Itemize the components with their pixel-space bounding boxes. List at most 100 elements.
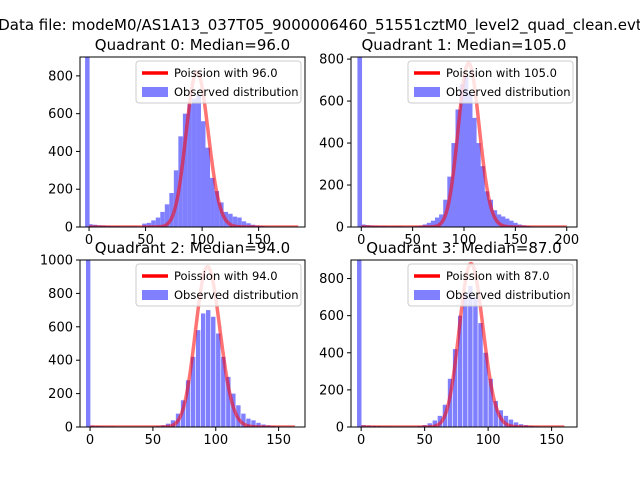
y-tick-label: 1000 (40, 254, 73, 269)
histogram-bar (483, 352, 488, 427)
histogram-bar (493, 401, 498, 427)
histogram-bar (210, 177, 215, 227)
legend-observed-swatch (142, 290, 168, 300)
histogram-bar (196, 94, 201, 227)
y-tick-label: 200 (319, 179, 344, 194)
chart-panel-1: 0 50 100 150 200 0 200 400 600 800 Quadrant 1: Med… (319, 36, 579, 248)
histogram-bar (211, 316, 216, 427)
y-tick-label: 600 (48, 320, 73, 335)
panel-title: Quadrant 0: Median=96.0 (95, 36, 290, 54)
histogram-bar (451, 143, 457, 227)
legend: Poission with 96.0 Observed distribution (135, 60, 302, 104)
y-tick-label: 400 (319, 346, 344, 361)
axes-frame (79, 259, 306, 428)
histogram-bar (187, 104, 192, 227)
chart-panel-0: 0 50 100 150 0 200 400 600 800 Quadrant 0: Median… (48, 36, 306, 248)
panel-title: Quadrant 1: Median=105.0 (362, 36, 567, 54)
panel-title: Quadrant 2: Median=94.0 (95, 239, 290, 257)
histogram-bar (459, 84, 465, 227)
histogram-bar (191, 98, 197, 227)
y-tick-label: 0 (336, 421, 344, 436)
x-tick-label: 50 (416, 433, 433, 448)
histogram-bar (478, 323, 483, 427)
histogram-bar (463, 75, 469, 227)
histogram-bar (155, 217, 161, 227)
y-tick-label: 200 (48, 183, 73, 198)
y-tick-label: 600 (319, 95, 344, 110)
legend-observed-swatch (414, 87, 440, 97)
x-tick-label: 100 (452, 233, 477, 248)
legend-box (407, 263, 574, 307)
histogram-bar (256, 422, 261, 427)
legend-observed-label: Observed distribution (446, 85, 571, 99)
histogram-bar (488, 378, 493, 427)
histogram-bar (357, 260, 362, 427)
histogram-bar (85, 57, 90, 227)
histogram-bar (241, 221, 247, 227)
y-tick-label: 400 (319, 137, 344, 152)
histogram-bar (503, 415, 509, 427)
histogram-bar (251, 420, 256, 427)
histogram-bar (508, 419, 514, 427)
x-tick-label: 100 (203, 433, 228, 448)
legend: Poission with 87.0 Observed distribution (407, 263, 574, 307)
legend-observed-label: Observed distribution (174, 288, 299, 302)
chart-panel-3: 0 50 100 150 0 200 400 600 800 Quadrant 3: Median… (319, 239, 578, 448)
y-tick-label: 200 (319, 383, 344, 398)
x-tick-label: 50 (137, 233, 154, 248)
legend-poisson-label: Poission with 87.0 (446, 269, 550, 283)
plot-area (85, 260, 297, 427)
y-tick-label: 0 (65, 421, 73, 436)
x-tick-label: 0 (86, 433, 94, 448)
histogram-bar (205, 147, 211, 227)
histogram-bar (471, 117, 477, 227)
histogram-bar (504, 218, 510, 227)
x-tick-label: 0 (357, 233, 365, 248)
y-tick-label: 600 (319, 309, 344, 324)
legend-box (407, 60, 574, 104)
histogram-bar (476, 143, 481, 227)
histogram-bar (473, 297, 478, 427)
histogram-bar (241, 413, 246, 427)
histogram-bar (232, 216, 238, 227)
histogram-bar (214, 191, 220, 227)
histogram-bar (195, 330, 201, 427)
histogram-bar (200, 121, 206, 227)
legend-observed-label: Observed distribution (446, 288, 571, 302)
y-tick-label: 400 (48, 354, 73, 369)
histogram-bar (246, 223, 251, 227)
histogram-bar (246, 418, 251, 427)
y-tick-label: 0 (336, 221, 344, 236)
histogram-bar (496, 214, 502, 227)
histogram-bar (216, 333, 221, 427)
x-tick-label: 150 (266, 433, 291, 448)
panels: 0 50 100 150 0 200 400 600 800 Quadrant 0: Median… (40, 36, 579, 448)
histogram-bar (513, 422, 519, 427)
histogram-bar (488, 199, 494, 227)
histogram-bar (146, 222, 152, 227)
legend-observed-label: Observed distribution (174, 85, 299, 99)
x-tick-label: 100 (476, 433, 501, 448)
y-tick-label: 200 (48, 387, 73, 402)
x-tick-label: 150 (246, 233, 271, 248)
x-tick-label: 0 (357, 433, 365, 448)
legend-box (135, 60, 302, 104)
x-tick-label: 100 (190, 233, 215, 248)
histogram-bar (430, 220, 436, 227)
histogram-bar (160, 211, 165, 227)
axes-frame (350, 259, 578, 428)
histogram-bar (169, 193, 174, 227)
histogram-bar (467, 92, 473, 227)
histogram-bar (468, 285, 473, 427)
y-tick-label: 800 (319, 53, 344, 68)
histogram-bar (480, 166, 485, 227)
x-tick-label: 50 (145, 433, 162, 448)
histogram-bar (228, 213, 233, 227)
histogram-bar (508, 220, 514, 227)
x-tick-label: 150 (503, 233, 528, 248)
histogram-bar (484, 191, 489, 227)
legend-box (135, 263, 302, 307)
histogram-bar (357, 57, 363, 227)
histogram-bar (500, 216, 506, 227)
